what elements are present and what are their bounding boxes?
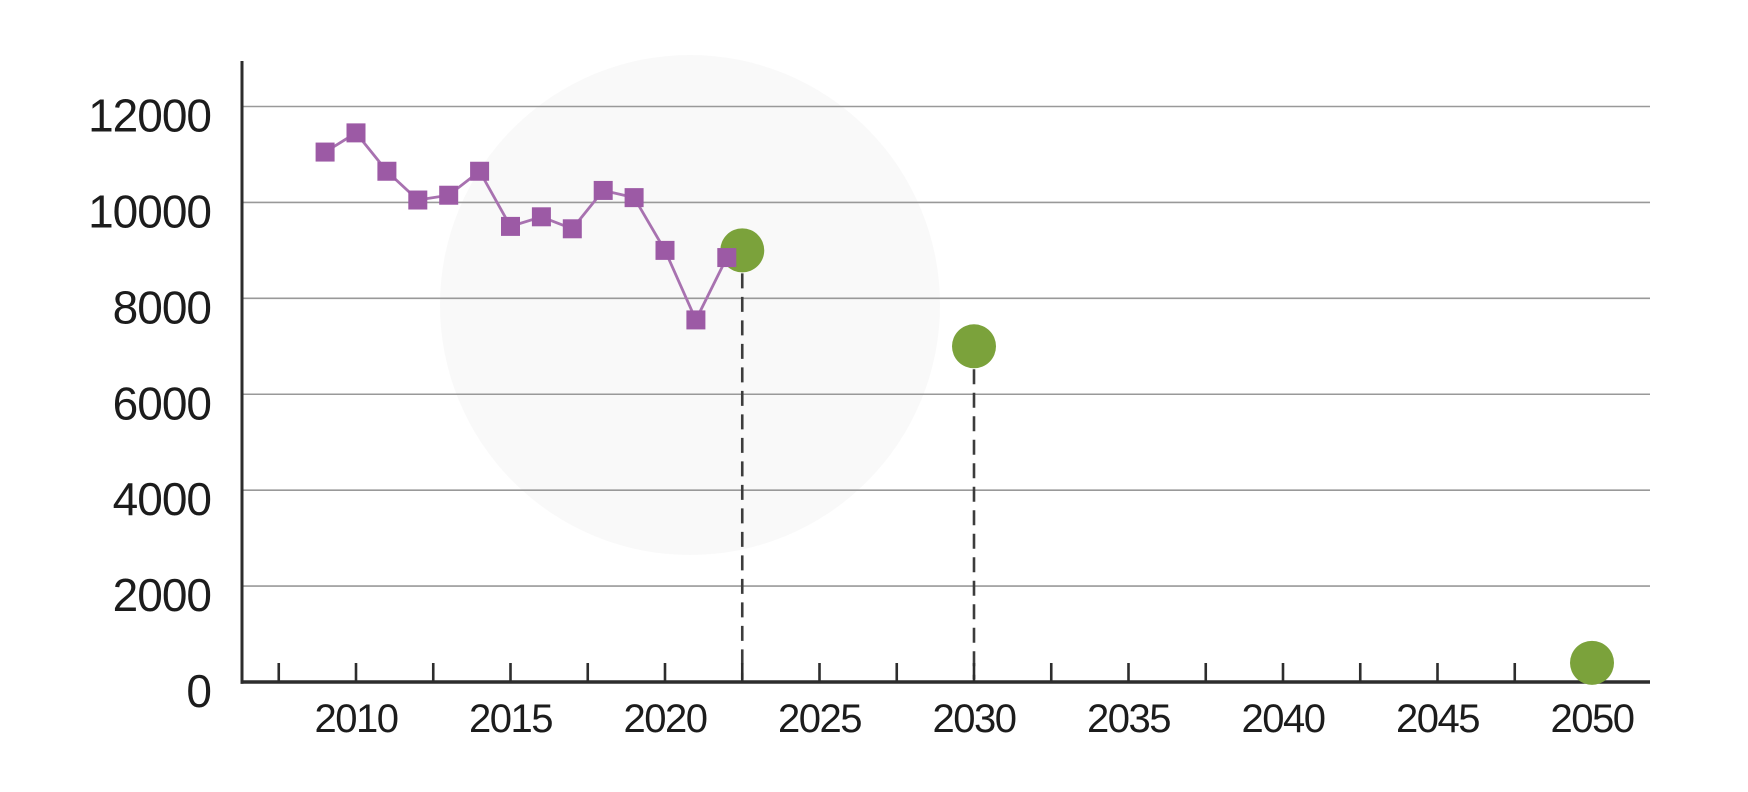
x-tick-label: 2020 — [624, 697, 707, 741]
target-point — [952, 324, 996, 369]
y-tick-label: 0 — [186, 665, 211, 717]
y-tick-label: 12000 — [88, 90, 211, 142]
historical-marker — [377, 161, 397, 181]
y-tick-label: 4000 — [113, 473, 211, 525]
x-tick-labels: 2010 2015 2020 2025 2030 2035 2040 2045 2050 — [315, 697, 1636, 741]
historical-marker — [408, 190, 428, 210]
y-tick-labels: 0 2000 4000 6000 8000 10000 12000 — [88, 90, 212, 717]
historical-marker — [562, 219, 582, 239]
historical-marker — [593, 180, 613, 200]
y-tick-label: 10000 — [88, 185, 211, 237]
historical-marker — [531, 207, 551, 227]
x-tick-label: 2025 — [778, 697, 861, 741]
x-tick-label: 2010 — [315, 697, 398, 741]
x-tick-label: 2035 — [1087, 697, 1170, 741]
x-ticks — [277, 663, 1594, 682]
historical-marker — [470, 161, 490, 181]
historical-marker — [501, 216, 520, 236]
historical-marker — [346, 123, 366, 143]
historical-marker — [624, 188, 644, 208]
x-tick-label: 2030 — [933, 697, 1016, 741]
historical-marker — [717, 248, 737, 268]
historical-markers — [315, 123, 737, 330]
x-tick-label: 2045 — [1396, 697, 1479, 741]
y-tick-label: 6000 — [113, 377, 211, 429]
target-drop-lines — [740, 273, 976, 679]
x-tick-label: 2040 — [1242, 697, 1325, 741]
x-tick-label: 2050 — [1551, 697, 1634, 741]
historical-marker — [439, 185, 459, 205]
historical-marker — [655, 240, 675, 260]
x-tick-label: 2015 — [469, 697, 552, 741]
y-tick-label: 2000 — [113, 569, 211, 621]
y-gridlines — [241, 105, 1650, 587]
target-point — [1570, 640, 1614, 685]
y-tick-label: 8000 — [113, 281, 211, 333]
historical-marker — [315, 142, 335, 162]
target-points — [720, 228, 1614, 685]
historical-marker — [686, 310, 706, 330]
